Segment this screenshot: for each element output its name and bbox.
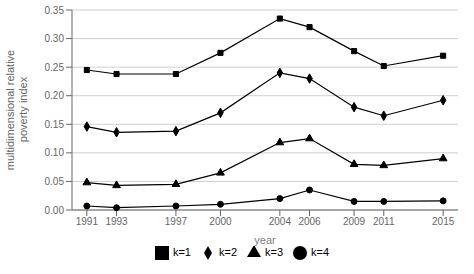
svg-text:2015: 2015 bbox=[432, 216, 455, 227]
svg-text:0.25: 0.25 bbox=[45, 62, 65, 73]
svg-text:1991: 1991 bbox=[76, 216, 99, 227]
svg-text:0.30: 0.30 bbox=[45, 33, 65, 44]
svg-text:0.15: 0.15 bbox=[45, 119, 65, 130]
svg-text:0.35: 0.35 bbox=[45, 5, 65, 16]
svg-text:0.05: 0.05 bbox=[45, 176, 65, 187]
html-text:k=4: k=4 bbox=[311, 246, 330, 258]
html-text:k=3: k=3 bbox=[265, 246, 283, 258]
svg-text:0.00: 0.00 bbox=[45, 205, 65, 216]
html-text:k=2: k=2 bbox=[219, 246, 237, 258]
svg-text:2000: 2000 bbox=[209, 216, 232, 227]
svg-text:2006: 2006 bbox=[298, 216, 321, 227]
svg-text:0.20: 0.20 bbox=[45, 90, 65, 101]
svg-text:2011: 2011 bbox=[373, 216, 395, 227]
svg-text:1997: 1997 bbox=[165, 216, 188, 227]
svg-text:2009: 2009 bbox=[343, 216, 366, 227]
html-text:k=1: k=1 bbox=[172, 246, 191, 258]
svg-text:0.10: 0.10 bbox=[45, 147, 65, 158]
svg-text:2004: 2004 bbox=[269, 216, 292, 227]
svg-text:year: year bbox=[254, 234, 276, 246]
html-text:multidimensional relative pove: multidimensional relative poverty index bbox=[4, 49, 29, 171]
svg-text:1993: 1993 bbox=[105, 216, 128, 227]
